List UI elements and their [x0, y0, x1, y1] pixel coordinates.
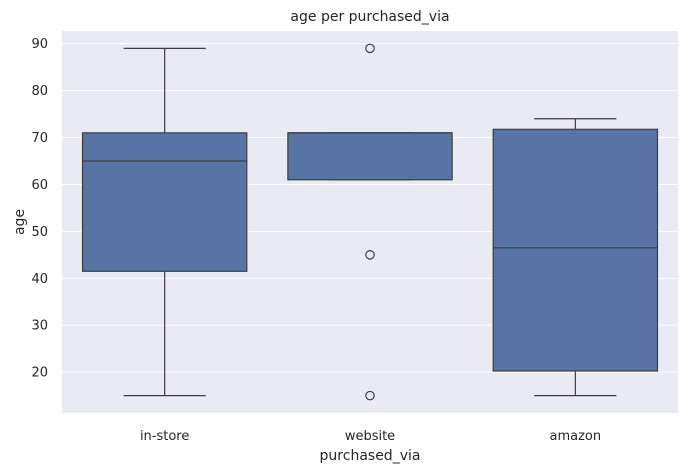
x-tick-labels: in-store website amazon	[140, 429, 601, 444]
iqr-box	[81, 132, 248, 272]
iqr-box	[492, 128, 659, 372]
x-tick-label: website	[345, 429, 395, 444]
outlier-point	[365, 250, 375, 260]
y-tick-label: 40	[31, 272, 48, 287]
y-tick-label: 90	[31, 37, 48, 52]
y-tick-label: 50	[31, 225, 48, 240]
outlier-point	[365, 43, 375, 54]
y-axis-label: age	[12, 209, 28, 235]
box-amazon	[492, 118, 659, 397]
x-axis-label: purchased_via	[320, 448, 421, 464]
box-website	[287, 43, 453, 401]
y-tick-label: 70	[31, 131, 48, 146]
x-tick-label: in-store	[140, 429, 189, 444]
y-tick-label: 20	[31, 366, 48, 381]
boxes-layer	[81, 43, 659, 401]
outlier-point	[365, 390, 375, 401]
y-tick-labels: 20 30 40 50 60 70 80 90	[31, 37, 48, 381]
y-tick-label: 80	[31, 84, 48, 99]
chart-title: age per purchased_via	[290, 9, 449, 25]
y-tick-label: 30	[31, 319, 48, 334]
x-tick-label: amazon	[550, 429, 602, 444]
iqr-box	[287, 132, 453, 181]
y-tick-label: 60	[31, 178, 48, 193]
box-in-store	[81, 47, 248, 397]
